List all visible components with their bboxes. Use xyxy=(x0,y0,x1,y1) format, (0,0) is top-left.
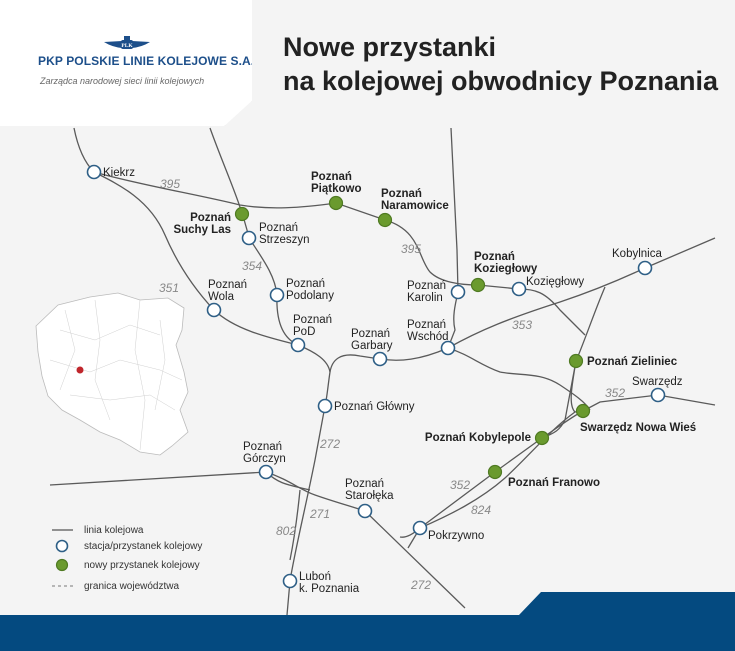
station-label: Poznań PoD xyxy=(293,314,332,338)
station-staroleka[interactable] xyxy=(357,503,373,519)
title-line-2: na kolejowej obwodnicy Poznania xyxy=(283,66,719,96)
station-strzeszyn[interactable] xyxy=(241,230,257,246)
line-numbers: 395 395 354 351 353 352 272 271 802 352 … xyxy=(159,177,625,592)
new-station-label: Poznań Franowo xyxy=(508,477,600,489)
station-label: Swarzędz xyxy=(632,376,683,388)
legend-line-label: linia kolejowa xyxy=(84,525,144,536)
station-karolin[interactable] xyxy=(450,284,466,300)
legend-new-station-label: nowy przystanek kolejowy xyxy=(84,560,200,571)
new-station-kozieglowy[interactable] xyxy=(470,277,486,293)
new-station-swarzedz-nowa-wies[interactable] xyxy=(575,403,591,419)
new-station-label: Poznań Naramowice xyxy=(381,188,449,212)
station-pod[interactable] xyxy=(290,337,306,353)
stations: Kiekrz Poznań Strzeszyn Poznań Podolany Po… xyxy=(86,164,683,595)
bottom-brand-band xyxy=(0,592,735,651)
station-label: Poznań Strzeszyn xyxy=(259,222,310,246)
poznan-location-marker xyxy=(76,366,84,374)
line-number-395: 395 xyxy=(160,177,180,191)
line-number-272: 272 xyxy=(319,437,340,451)
legend: linia kolejowa stacja/przystanek kolejow… xyxy=(52,525,202,592)
page-title: Nowe przystanki na kolejowej obwodnicy P… xyxy=(283,30,718,98)
new-station-piatkowo[interactable] xyxy=(328,195,344,211)
line-number-395: 395 xyxy=(401,242,421,256)
company-tagline: Zarządca narodowej sieci linii kolejowyc… xyxy=(40,76,205,86)
new-station-label: Poznań Koziegłowy xyxy=(474,251,538,275)
station-label: Poznań Górczyn xyxy=(243,441,286,465)
new-station-label: Poznań Piątkowo xyxy=(311,171,361,195)
station-gorczyn[interactable] xyxy=(258,464,274,480)
new-stations: Poznań Suchy Las Poznań Piątkowo Poznań Nar… xyxy=(173,171,696,489)
station-label: Luboń k. Poznania xyxy=(299,571,360,595)
line-number-824: 824 xyxy=(471,503,491,517)
station-label: Kobylnica xyxy=(612,248,662,260)
new-station-label: Poznań Suchy Las xyxy=(173,212,231,236)
logo-text: PLK xyxy=(121,43,133,49)
line-number-272: 272 xyxy=(410,578,431,592)
station-lubon[interactable] xyxy=(282,573,298,589)
station-label: Pokrzywno xyxy=(428,530,484,542)
line-number-271: 271 xyxy=(309,507,330,521)
station-kozieglowy[interactable] xyxy=(511,281,527,297)
title-line-1: Nowe przystanki xyxy=(283,32,497,62)
plk-winged-logo: PLK xyxy=(104,36,150,49)
new-station-suchy-las[interactable] xyxy=(234,206,250,222)
station-label: Poznań Garbary xyxy=(351,328,393,352)
station-glowny[interactable] xyxy=(317,398,333,414)
station-label: Poznań Karolin xyxy=(407,280,446,304)
line-number-352: 352 xyxy=(605,386,625,400)
station-wola[interactable] xyxy=(206,302,222,318)
station-label: Poznań Podolany xyxy=(286,278,334,302)
new-station-kobylepole[interactable] xyxy=(534,430,550,446)
new-station-label: Poznań Zieliniec xyxy=(587,356,678,368)
station-pokrzywno[interactable] xyxy=(412,520,428,536)
station-label: Poznań Główny xyxy=(334,401,415,413)
legend-border-label: granica województwa xyxy=(84,581,179,592)
station-label: Poznań Starołęka xyxy=(345,478,394,502)
poland-inset-map xyxy=(35,292,189,456)
legend-station-label: stacja/przystanek kolejowy xyxy=(84,541,202,552)
legend-new-station-symbol xyxy=(55,558,69,572)
station-wschod[interactable] xyxy=(440,340,456,356)
line-number-351: 351 xyxy=(159,281,179,295)
station-swarzedz[interactable] xyxy=(650,387,666,403)
legend-station-symbol xyxy=(55,539,69,553)
new-station-naramowice[interactable] xyxy=(377,212,393,228)
station-kobylnica[interactable] xyxy=(637,260,653,276)
line-number-352: 352 xyxy=(450,478,470,492)
company-name: PKP POLSKIE LINIE KOLEJOWE S.A. xyxy=(38,54,255,68)
station-label: Poznań Wola xyxy=(208,279,247,303)
station-garbary[interactable] xyxy=(372,351,388,367)
line-number-802: 802 xyxy=(276,524,296,538)
new-station-zieliniec[interactable] xyxy=(568,353,584,369)
station-label: Kozięgłowy xyxy=(526,276,584,288)
station-label: Kiekrz xyxy=(103,167,135,179)
station-label: Poznań Wschód xyxy=(407,319,449,343)
line-number-354: 354 xyxy=(242,259,262,273)
station-kiekrz[interactable] xyxy=(86,164,102,180)
line-number-353: 353 xyxy=(512,318,532,332)
header-panel: PLK PKP POLSKIE LINIE KOLEJOWE S.A. Zarz… xyxy=(0,0,252,126)
new-station-label: Poznań Kobylepole xyxy=(425,432,531,444)
station-podolany[interactable] xyxy=(269,287,285,303)
new-station-label: Swarzędz Nowa Wieś xyxy=(580,422,696,434)
new-station-franowo[interactable] xyxy=(487,464,503,480)
